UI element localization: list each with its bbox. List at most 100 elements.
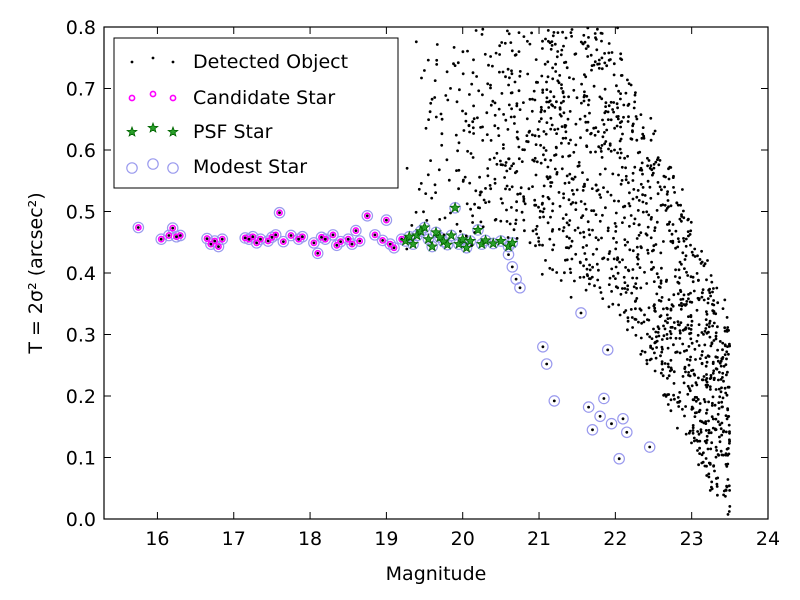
detected-object-point — [539, 105, 543, 109]
detected-object-point — [541, 47, 544, 50]
detected-object-point — [565, 66, 569, 70]
detected-object-point — [682, 216, 686, 220]
detected-object-point — [669, 358, 673, 362]
detected-object-point — [590, 187, 594, 191]
detected-object-point — [640, 161, 644, 165]
detected-object-point — [520, 210, 524, 214]
detected-object-point — [688, 374, 692, 378]
detected-object-point — [537, 236, 540, 240]
detected-object-point — [507, 103, 511, 107]
detected-object-point — [608, 276, 612, 280]
detected-object-point — [711, 324, 714, 328]
detected-object-point — [711, 371, 715, 375]
detected-object-point — [455, 100, 459, 104]
detected-object-point — [507, 157, 510, 161]
detected-object-point — [709, 294, 712, 298]
detected-object-point — [659, 371, 663, 375]
detected-object-point — [553, 42, 557, 46]
detected-object-point — [707, 431, 711, 435]
candidate-star-marker — [348, 240, 356, 248]
detected-object-point — [629, 308, 633, 311]
detected-object-point — [659, 314, 663, 317]
detected-object-point — [515, 200, 518, 204]
detected-object-point — [710, 480, 714, 484]
detected-object-point — [630, 291, 634, 295]
detected-object-point — [533, 134, 537, 138]
detected-object-point — [690, 441, 693, 445]
detected-object-point — [539, 143, 542, 147]
detected-object-point — [623, 243, 627, 247]
detected-object-point — [708, 385, 712, 388]
detected-object-point — [548, 176, 552, 179]
detected-object-point — [666, 403, 670, 406]
detected-object-point — [584, 258, 588, 261]
detected-object-point — [645, 202, 648, 205]
detected-object-point — [655, 335, 658, 339]
detected-object-point — [674, 246, 677, 250]
detected-object-point — [639, 231, 643, 235]
detected-object-point — [617, 89, 620, 93]
detected-object-point — [552, 243, 556, 247]
detected-object-point — [461, 72, 465, 76]
detected-object-point — [687, 315, 690, 318]
detected-object-point — [440, 117, 444, 121]
detected-object-point — [591, 265, 594, 269]
modest-star-marker — [327, 229, 339, 241]
detected-object-point — [657, 285, 661, 289]
detected-object-point — [510, 185, 514, 189]
modest-star-marker — [540, 358, 553, 370]
detected-object-point — [634, 91, 637, 94]
detected-object-point — [425, 219, 429, 222]
detected-object-point — [483, 52, 487, 56]
detected-object-point — [594, 236, 598, 240]
detected-object-point — [705, 408, 709, 412]
detected-object-point — [676, 396, 680, 399]
detected-object-point — [703, 262, 707, 266]
detected-object-point — [667, 205, 670, 209]
detected-object-point — [136, 226, 140, 229]
detected-object-point — [562, 95, 566, 99]
detected-object-point — [515, 209, 518, 212]
detected-object-point — [685, 349, 688, 352]
detected-object-point — [725, 373, 728, 377]
detected-object-point — [289, 234, 293, 237]
detected-object-point — [572, 88, 576, 92]
detected-object-point — [592, 63, 596, 67]
modest-star-marker — [334, 235, 347, 248]
detected-object-point — [555, 271, 559, 274]
detected-object-point — [636, 189, 640, 192]
detected-object-point — [715, 449, 718, 452]
detected-object-point — [652, 280, 656, 283]
detected-object-point — [721, 405, 724, 409]
detected-object-point — [600, 156, 604, 159]
detected-object-point — [505, 208, 508, 212]
detected-object-point — [474, 189, 478, 193]
detected-object-point — [499, 197, 503, 201]
detected-object-point — [604, 105, 607, 108]
detected-object-point — [457, 141, 461, 145]
detected-object-point — [606, 226, 610, 230]
detected-object-point — [695, 339, 699, 343]
detected-object-point — [440, 143, 444, 147]
detected-object-point — [631, 268, 635, 271]
detected-object-point — [435, 43, 439, 46]
detected-object-point — [592, 84, 596, 88]
detected-object-point — [631, 130, 634, 134]
detected-object-point — [603, 87, 607, 91]
detected-object-point — [619, 125, 622, 129]
detected-object-point — [606, 190, 609, 194]
detected-object-point — [586, 220, 590, 224]
detected-object-point — [518, 192, 522, 196]
detected-object-point — [626, 288, 629, 291]
detected-object-point — [724, 391, 728, 395]
detected-object-point — [725, 485, 729, 489]
detected-object-point — [551, 77, 555, 81]
detected-object-point — [646, 332, 649, 336]
detected-object-point — [630, 316, 634, 319]
detected-object-point — [714, 428, 717, 432]
detected-object-point — [549, 116, 553, 120]
psf-star-marker — [418, 221, 431, 233]
detected-object-point — [652, 162, 656, 166]
detected-object-point — [533, 203, 537, 207]
detected-object-point — [674, 336, 678, 340]
